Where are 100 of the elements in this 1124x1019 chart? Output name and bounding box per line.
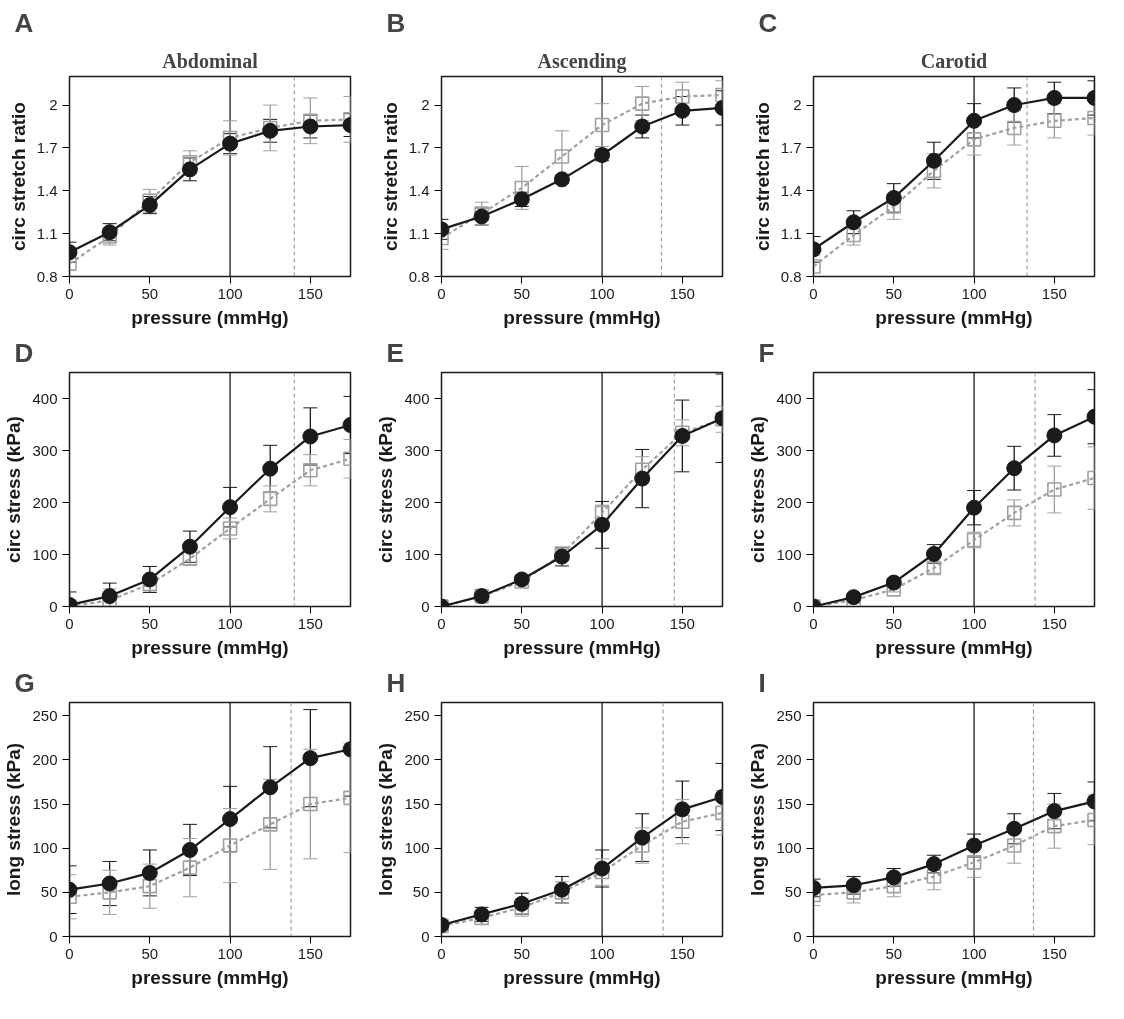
x-tick-label: 150 <box>669 284 695 302</box>
y-tick-label: 0 <box>421 927 430 945</box>
y-tick-label: 200 <box>32 493 58 511</box>
y-axis-title: circ stretch ratio <box>751 102 773 251</box>
y-tick-label: 150 <box>404 795 430 813</box>
x-tick-label: 150 <box>297 284 323 302</box>
y-tick-label: 150 <box>32 795 58 813</box>
text: H <box>386 667 406 698</box>
text: A <box>14 7 34 38</box>
x-axis-title: pressure (mmHg) <box>503 636 661 658</box>
x-axis-title: pressure (mmHg) <box>131 306 289 328</box>
y-tick-label: 100 <box>776 839 802 857</box>
y-tick-label: 2 <box>421 96 430 114</box>
y-tick-label: 1.1 <box>780 224 802 242</box>
x-tick-label: 100 <box>589 614 615 632</box>
y-tick-label: 1.1 <box>408 224 430 242</box>
y-tick-label: 250 <box>32 706 58 724</box>
x-tick-label: 150 <box>669 614 695 632</box>
x-tick-label: 50 <box>141 944 159 962</box>
text: E <box>386 337 404 368</box>
x-tick-label: 100 <box>589 944 615 962</box>
y-tick-label: 0.8 <box>408 267 430 285</box>
y-tick-label: 0 <box>793 927 802 945</box>
x-axis-title: pressure (mmHg) <box>131 966 289 988</box>
y-tick-label: 0.8 <box>36 267 58 285</box>
y-tick-label: 1.7 <box>408 138 430 156</box>
y-axis-title: circ stress (kPa) <box>3 416 25 563</box>
x-tick-label: 0 <box>809 614 818 632</box>
y-tick-label: 1.4 <box>408 181 430 199</box>
x-tick-label: 150 <box>1041 944 1067 962</box>
y-tick-label: 300 <box>404 441 430 459</box>
x-tick-label: 100 <box>961 284 987 302</box>
x-tick-label: 50 <box>885 284 903 302</box>
x-tick-label: 100 <box>217 944 243 962</box>
x-tick-label: 0 <box>809 944 818 962</box>
x-tick-label: 0 <box>437 944 446 962</box>
x-tick-label: 100 <box>961 944 987 962</box>
x-tick-label: 0 <box>65 284 74 302</box>
y-axis-title: long stress (kPa) <box>747 742 769 897</box>
y-tick-label: 200 <box>776 750 802 768</box>
x-tick-label: 50 <box>513 944 531 962</box>
y-axis-title: circ stretch ratio <box>7 102 29 251</box>
text: F <box>758 337 775 368</box>
x-tick-label: 50 <box>885 614 903 632</box>
y-axis-title: circ stress (kPa) <box>747 416 769 563</box>
x-tick-label: 150 <box>1041 284 1067 302</box>
x-tick-label: 150 <box>297 944 323 962</box>
x-axis-title: pressure (mmHg) <box>503 306 661 328</box>
y-tick-label: 2 <box>49 96 58 114</box>
y-tick-label: 100 <box>404 839 430 857</box>
y-tick-label: 50 <box>40 883 58 901</box>
x-tick-label: 100 <box>589 284 615 302</box>
x-axis-title: pressure (mmHg) <box>875 306 1033 328</box>
x-tick-label: 0 <box>437 614 446 632</box>
y-tick-label: 0 <box>49 927 58 945</box>
x-tick-label: 100 <box>217 284 243 302</box>
y-axis-title: circ stress (kPa) <box>375 416 397 563</box>
chart-title: Ascending <box>537 49 627 73</box>
y-axis-title: circ stretch ratio <box>379 102 401 251</box>
y-tick-label: 400 <box>404 389 430 407</box>
y-tick-label: 2 <box>793 96 802 114</box>
x-tick-label: 50 <box>513 284 531 302</box>
x-axis-title: pressure (mmHg) <box>131 636 289 658</box>
text: C <box>758 7 778 38</box>
text: D <box>14 337 34 368</box>
y-tick-label: 0 <box>421 597 430 615</box>
x-tick-label: 50 <box>141 284 159 302</box>
x-tick-label: 100 <box>217 614 243 632</box>
y-tick-label: 200 <box>404 750 430 768</box>
y-tick-label: 250 <box>404 706 430 724</box>
x-tick-label: 150 <box>669 944 695 962</box>
text: I <box>758 667 766 698</box>
x-axis-title: pressure (mmHg) <box>875 966 1033 988</box>
y-tick-label: 1.4 <box>780 181 802 199</box>
x-tick-label: 50 <box>513 614 531 632</box>
y-tick-label: 1.1 <box>36 224 58 242</box>
y-axis-title: long stress (kPa) <box>3 742 25 897</box>
x-tick-label: 50 <box>141 614 159 632</box>
y-tick-label: 100 <box>32 545 58 563</box>
x-axis-title: pressure (mmHg) <box>875 636 1033 658</box>
y-tick-label: 300 <box>776 441 802 459</box>
x-axis-title: pressure (mmHg) <box>503 966 661 988</box>
y-tick-label: 300 <box>32 441 58 459</box>
x-tick-label: 50 <box>885 944 903 962</box>
y-tick-label: 1.4 <box>36 181 58 199</box>
y-tick-label: 50 <box>412 883 430 901</box>
x-tick-label: 0 <box>437 284 446 302</box>
y-tick-label: 100 <box>404 545 430 563</box>
y-tick-label: 100 <box>32 839 58 857</box>
y-tick-label: 0.8 <box>780 267 802 285</box>
y-tick-label: 1.7 <box>780 138 802 156</box>
y-tick-label: 0 <box>793 597 802 615</box>
y-tick-label: 100 <box>776 545 802 563</box>
chart-title: Abdominal <box>162 49 259 72</box>
y-axis-title: long stress (kPa) <box>375 742 397 897</box>
y-tick-label: 200 <box>32 750 58 768</box>
x-tick-label: 150 <box>1041 614 1067 632</box>
x-tick-label: 100 <box>961 614 987 632</box>
y-tick-label: 400 <box>776 389 802 407</box>
x-tick-label: 0 <box>65 944 74 962</box>
